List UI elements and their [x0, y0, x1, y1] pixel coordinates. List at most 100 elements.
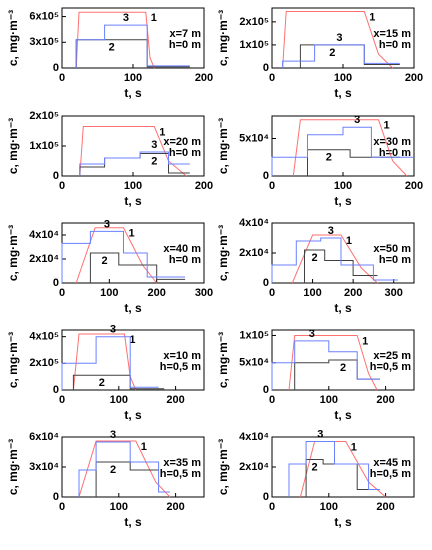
annotation: h=0,5 m — [160, 361, 201, 373]
y-tick-label: 6x10⁵ — [29, 10, 59, 22]
curve-label: 2 — [102, 255, 108, 267]
curve-label: 3 — [317, 428, 323, 440]
y-tick-label: 0 — [263, 62, 269, 74]
y-tick-label: 2x10⁴ — [239, 247, 269, 259]
y-axis-label: c, mg·m⁻³ — [6, 10, 20, 66]
y-tick-label: 3x10⁴ — [29, 461, 59, 473]
plot-frame — [271, 329, 415, 391]
series-line — [291, 234, 378, 284]
annotation: h=0 m — [379, 147, 411, 159]
x-tick-label: 100 — [100, 287, 118, 299]
y-tick-label: 2x10⁴ — [29, 253, 59, 265]
curve-label: 2 — [312, 461, 318, 473]
series-line — [294, 359, 380, 390]
x-tick-label: 100 — [124, 180, 142, 192]
y-axis-label: c, mg·m⁻³ — [6, 118, 20, 174]
series-line — [61, 230, 186, 283]
curve-label: 2 — [151, 155, 157, 167]
curve-label: 2 — [340, 362, 346, 374]
x-tick-label: 200 — [405, 180, 423, 192]
curve-label: 3 — [151, 139, 157, 151]
y-axis-label: c, mg·m⁻³ — [6, 439, 20, 495]
x-tick-label: 100 — [334, 180, 352, 192]
x-tick-label: 200 — [195, 72, 213, 84]
annotation: x=45 m — [373, 457, 411, 469]
x-axis-label: t, s — [334, 86, 352, 100]
y-tick-label: 4x10⁴ — [239, 217, 269, 229]
x-tick-label: 0 — [269, 501, 275, 513]
curve-label: 3 — [309, 328, 315, 340]
y-tick-label: 0 — [263, 170, 269, 182]
x-axis-label: t, s — [334, 408, 352, 422]
x-tick-label: 200 — [166, 394, 184, 406]
y-axis-label: c, mg·m⁻³ — [216, 439, 230, 495]
series-line — [79, 126, 187, 177]
annotation: x=20 m — [163, 136, 201, 148]
curve-label: 3 — [110, 324, 116, 336]
y-axis-label: c, mg·m⁻³ — [216, 225, 230, 281]
y-tick-label: 4x10⁴ — [29, 229, 59, 241]
x-tick-label: 200 — [195, 180, 213, 192]
curve-label: 1 — [151, 12, 157, 24]
y-tick-label: 2x10⁵ — [29, 357, 59, 369]
y-tick-label: 0 — [53, 277, 59, 289]
series-line — [61, 336, 159, 390]
y-axis-label: c, mg·m⁻³ — [6, 332, 20, 388]
x-tick-label: 0 — [59, 287, 65, 299]
curve-label: 2 — [109, 42, 115, 54]
annotation: h=0 m — [169, 254, 201, 266]
annotation: x=15 m — [373, 28, 411, 40]
x-axis-label: t, s — [124, 515, 142, 529]
y-tick-label: 4x10⁴ — [239, 431, 269, 443]
y-tick-label: 0 — [53, 384, 59, 396]
curve-label: 3 — [104, 218, 110, 230]
curve-label: 1 — [129, 334, 135, 346]
y-axis-label: c, mg·m⁻³ — [6, 225, 20, 281]
annotation: h=0 m — [379, 39, 411, 51]
x-tick-label: 200 — [344, 287, 362, 299]
x-axis-label: t, s — [334, 301, 352, 315]
x-axis-label: t, s — [124, 194, 142, 208]
x-tick-label: 100 — [124, 72, 142, 84]
series-line — [282, 11, 394, 69]
annotation: x=25 m — [373, 350, 411, 362]
x-tick-label: 200 — [376, 394, 394, 406]
series-line — [78, 440, 171, 498]
x-tick-label: 300 — [195, 287, 213, 299]
annotation: h=0,5 m — [370, 361, 411, 373]
curve-label: 3 — [336, 32, 342, 44]
x-tick-label: 200 — [147, 287, 165, 299]
curve-label: 3 — [328, 225, 334, 237]
series-line — [304, 249, 378, 283]
annotation: x=35 m — [163, 457, 201, 469]
x-axis-label: t, s — [124, 86, 142, 100]
x-tick-label: 100 — [320, 394, 338, 406]
curve-label: 2 — [312, 252, 318, 264]
curve-label: 1 — [159, 126, 165, 138]
curve-label: 1 — [351, 441, 357, 453]
x-tick-label: 300 — [385, 287, 403, 299]
annotation: h=0,5 m — [160, 468, 201, 480]
y-tick-label: 4x10⁵ — [29, 331, 59, 343]
series-line — [292, 119, 408, 177]
x-tick-label: 100 — [320, 501, 338, 513]
curve-label: 1 — [383, 120, 389, 132]
series-line — [271, 126, 414, 176]
x-tick-label: 100 — [334, 72, 352, 84]
series-line — [75, 11, 155, 69]
x-tick-label: 0 — [59, 394, 65, 406]
curve-label: 1 — [141, 441, 147, 453]
annotation: h=0 m — [169, 39, 201, 51]
plot-frame — [61, 329, 205, 391]
x-tick-label: 0 — [269, 287, 275, 299]
annotation: h=0,5 m — [370, 468, 411, 480]
x-axis-label: t, s — [124, 408, 142, 422]
series-line — [89, 252, 186, 283]
y-tick-label: 0 — [263, 277, 269, 289]
x-tick-label: 100 — [110, 501, 128, 513]
annotation: h=0 m — [169, 147, 201, 159]
y-axis-label: c, mg·m⁻³ — [216, 118, 230, 174]
x-tick-label: 0 — [269, 394, 275, 406]
